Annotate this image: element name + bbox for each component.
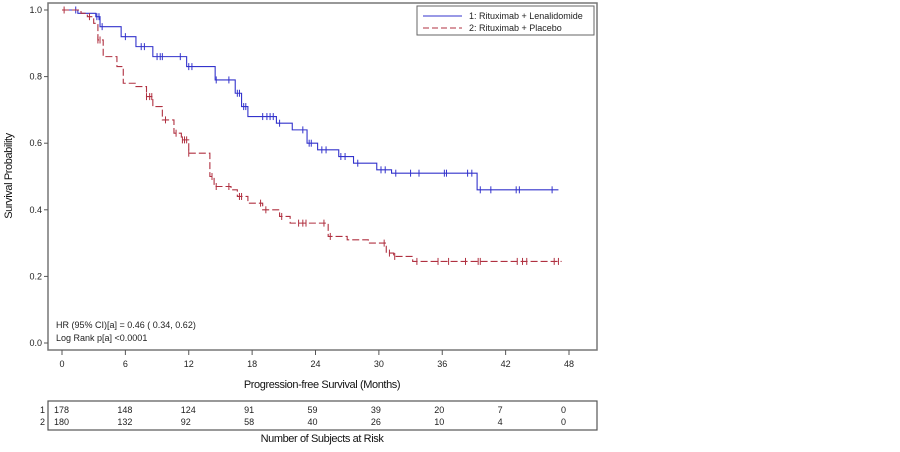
risk-cell: 0 — [561, 405, 566, 415]
km-curve-series-1 — [62, 9, 559, 191]
y-tick-label: 0.2 — [29, 271, 42, 281]
risk-table-title: Number of Subjects at Risk — [261, 433, 385, 445]
risk-cell: 58 — [244, 417, 254, 427]
risk-cell: 91 — [244, 405, 254, 415]
y-axis-title: Survival Probability — [3, 132, 15, 218]
risk-cell: 178 — [54, 405, 69, 415]
legend: 1: Rituximab + Lenalidomide 2: Rituximab… — [416, 5, 595, 36]
risk-cell: 92 — [181, 417, 191, 427]
risk-cell: 124 — [181, 405, 196, 415]
risk-cell: 10 — [434, 417, 444, 427]
risk-table: 1 178 148 124 91 59 39 20 7 02 180 132 92 58 40 26 10 4 0 — [40, 405, 566, 427]
x-tick-label: 0 — [59, 359, 64, 369]
legend-label-series-2: 2: Rituximab + Placebo — [469, 23, 562, 33]
risk-cell: 26 — [371, 417, 381, 427]
risk-cell: 132 — [117, 417, 132, 427]
x-tick-label: 48 — [564, 359, 574, 369]
y-axis: 0.0 0.2 0.4 0.6 0.8 1.0 — [29, 5, 48, 348]
risk-cell: 20 — [434, 405, 444, 415]
risk-cell: 0 — [561, 417, 566, 427]
risk-cell: 39 — [371, 405, 381, 415]
x-axis-title: Progression-free Survival (Months) — [244, 379, 400, 391]
risk-cell: 180 — [54, 417, 69, 427]
x-tick-label: 36 — [437, 359, 447, 369]
hazard-ratio-annotation: HR (95% CI)[a] = 0.46 ( 0.34, 0.62) — [56, 320, 196, 330]
x-tick-label: 6 — [123, 359, 128, 369]
y-tick-label: 0.0 — [29, 338, 42, 348]
x-tick-label: 42 — [501, 359, 511, 369]
km-curve-series-2 — [62, 9, 562, 262]
y-tick-label: 1.0 — [29, 5, 42, 15]
x-tick-label: 30 — [374, 359, 384, 369]
plot-frame — [47, 2, 598, 351]
legend-label-series-1: 1: Rituximab + Lenalidomide — [469, 11, 583, 21]
y-tick-label: 0.6 — [29, 138, 42, 148]
risk-cell: 4 — [498, 417, 503, 427]
risk-cell: 7 — [498, 405, 503, 415]
x-axis: 0 6 12 18 24 30 36 42 48 — [59, 350, 574, 369]
risk-cell: 59 — [308, 405, 318, 415]
legend-box — [416, 5, 595, 36]
risk-cell: 40 — [308, 417, 318, 427]
x-tick-label: 24 — [310, 359, 320, 369]
y-tick-label: 0.8 — [29, 72, 42, 82]
curves — [62, 6, 562, 265]
x-tick-label: 12 — [184, 359, 194, 369]
x-tick-label: 18 — [247, 359, 257, 369]
risk-table-frame — [47, 400, 598, 431]
risk-row-label: 2 — [40, 417, 45, 427]
risk-cell: 148 — [117, 405, 132, 415]
log-rank-annotation: Log Rank p[a] <0.0001 — [56, 333, 147, 343]
y-tick-label: 0.4 — [29, 205, 42, 215]
risk-row-label: 1 — [40, 405, 45, 415]
